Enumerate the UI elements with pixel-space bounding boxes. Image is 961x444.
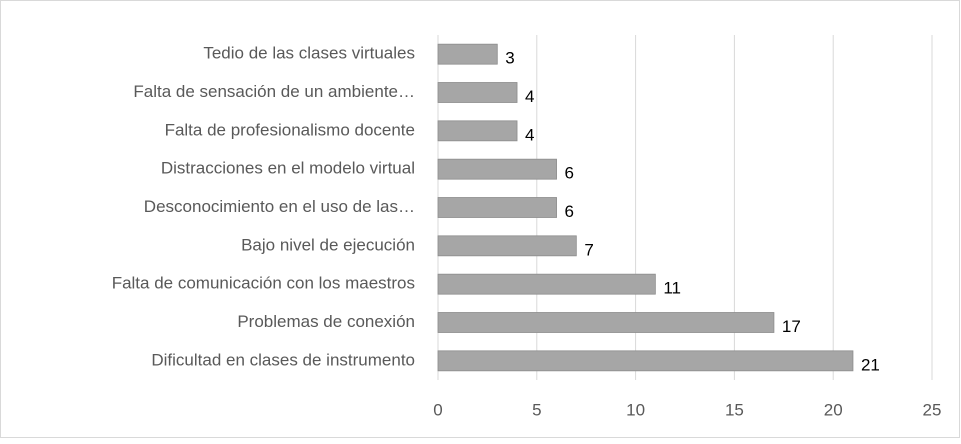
data-label: 4 — [525, 87, 534, 106]
data-label: 6 — [565, 164, 574, 183]
y-tick-label: Falta de profesionalismo docente — [165, 120, 415, 139]
data-label: 11 — [663, 279, 681, 298]
bar — [437, 273, 656, 295]
data-label: 4 — [525, 125, 534, 144]
bar — [437, 235, 577, 257]
x-tick-label: 0 — [433, 400, 442, 419]
y-tick-label: Bajo nivel de ejecución — [241, 235, 415, 254]
y-tick-label: Falta de comunicación con los maestros — [112, 274, 415, 293]
x-tick-label: 25 — [923, 400, 942, 419]
y-tick-label: Dificultad en clases de instrumento — [151, 350, 415, 369]
bar — [437, 197, 557, 218]
data-label: 6 — [565, 202, 574, 221]
y-tick-label: Distracciones en el modelo virtual — [161, 159, 415, 178]
data-label: 7 — [584, 240, 593, 259]
x-tick-label: 10 — [626, 400, 645, 419]
x-tick-label: 5 — [532, 400, 541, 419]
x-tick-label: 20 — [824, 400, 843, 419]
bar — [437, 158, 557, 180]
data-label: 17 — [782, 317, 801, 336]
bar — [437, 312, 775, 333]
y-tick-label: Tedio de las clases virtuales — [203, 44, 415, 63]
y-tick-label: Falta de sensación de un ambiente… — [133, 82, 415, 101]
y-tick-label: Problemas de conexión — [237, 312, 415, 331]
bar — [437, 120, 518, 142]
bar — [437, 43, 498, 65]
y-tick-label: Desconocimiento en el uso de las… — [144, 197, 415, 216]
data-label: 21 — [861, 355, 880, 374]
bar — [437, 350, 854, 372]
data-label: 3 — [505, 49, 514, 68]
bar — [437, 82, 518, 103]
x-tick-label: 15 — [725, 400, 744, 419]
